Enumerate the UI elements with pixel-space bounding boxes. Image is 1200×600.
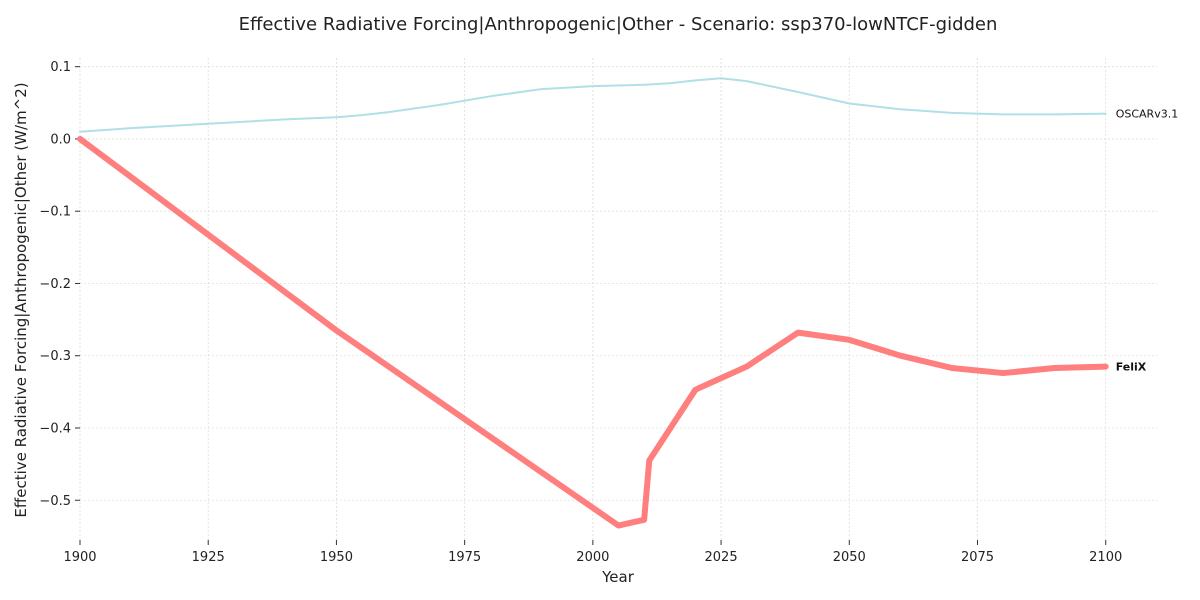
x-tick-label: 1925	[192, 550, 225, 565]
series-line-felix	[77, 135, 1109, 529]
y-tick-label: −0.4	[39, 421, 71, 436]
chart-title: Effective Radiative Forcing|Anthropogeni…	[239, 14, 998, 35]
series-label: OSCARv3.1	[1116, 108, 1179, 121]
grid	[79, 58, 1157, 540]
x-tick-label: 2025	[705, 550, 738, 565]
y-axis-label: Effective Radiative Forcing|Anthropogeni…	[12, 82, 30, 517]
series-label: FeliX	[1116, 361, 1147, 374]
x-tick-label: 1900	[63, 550, 96, 565]
y-tick-label: −0.3	[39, 349, 71, 364]
y-tick-label: −0.1	[39, 205, 71, 220]
y-tick-label: 0.0	[50, 132, 71, 147]
series: OSCARv3.1 FeliX	[77, 77, 1179, 529]
x-tick-label: 2075	[961, 550, 994, 565]
y-tick-label: −0.5	[39, 494, 71, 509]
x-tick-label: 2000	[576, 550, 609, 565]
series-line-oscarv3-1	[79, 77, 1107, 133]
x-tick-label: 1975	[448, 550, 481, 565]
x-tick-label: 1950	[320, 550, 353, 565]
axis-ticks: 1900 1925 1950 1975 2000 2025 2050 2075 2100 0.1 0…	[39, 60, 1122, 565]
y-tick-label: 0.1	[50, 60, 71, 75]
x-tick-label: 2050	[833, 550, 866, 565]
x-axis-label: Year	[601, 568, 635, 586]
y-tick-label: −0.2	[39, 277, 71, 292]
x-tick-label: 2100	[1089, 550, 1122, 565]
